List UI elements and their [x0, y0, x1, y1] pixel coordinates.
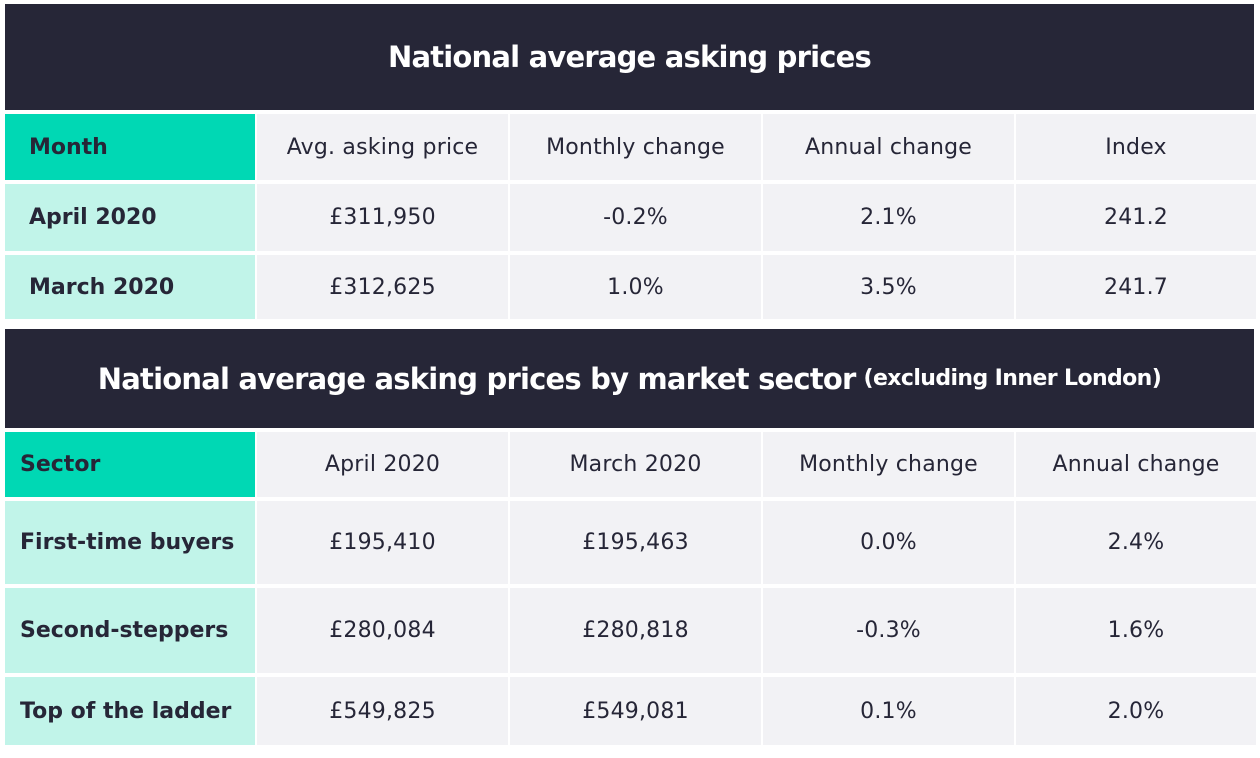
row-april-2020: £549,825	[257, 677, 508, 745]
row-march-2020: £549,081	[510, 677, 761, 745]
national-prices-grid: Month Avg. asking price Monthly change A…	[5, 114, 1256, 319]
row-monthly-change: -0.2%	[510, 184, 761, 251]
header-monthly-change: Monthly change	[763, 432, 1014, 497]
row-avg-asking-price: £312,625	[257, 255, 508, 319]
row-sector-label: Second-steppers	[5, 588, 255, 673]
row-monthly-change: -0.3%	[763, 588, 1014, 673]
market-sector-table: National average asking prices by market…	[5, 329, 1256, 745]
row-april-2020: £195,410	[257, 501, 508, 584]
row-march-2020: £280,818	[510, 588, 761, 673]
row-annual-change: 3.5%	[763, 255, 1014, 319]
row-month-label: April 2020	[5, 184, 255, 251]
row-annual-change: 2.1%	[763, 184, 1014, 251]
row-index: 241.7	[1016, 255, 1256, 319]
row-monthly-change: 1.0%	[510, 255, 761, 319]
row-sector-label: First-time buyers	[5, 501, 255, 584]
market-sector-title: National average asking prices by market…	[97, 361, 857, 396]
row-annual-change: 2.4%	[1016, 501, 1256, 584]
header-annual-change: Annual change	[1016, 432, 1256, 497]
header-annual-change: Annual change	[763, 114, 1014, 180]
market-sector-subtitle: (excluding Inner London)	[863, 366, 1162, 391]
row-month-label: March 2020	[5, 255, 255, 319]
row-april-2020: £280,084	[257, 588, 508, 673]
row-index: 241.2	[1016, 184, 1256, 251]
header-avg-asking-price: Avg. asking price	[257, 114, 508, 180]
national-prices-banner: National average asking prices	[5, 4, 1254, 110]
header-monthly-change: Monthly change	[510, 114, 761, 180]
row-annual-change: 1.6%	[1016, 588, 1256, 673]
row-monthly-change: 0.0%	[763, 501, 1014, 584]
header-month: Month	[5, 114, 255, 180]
row-annual-change: 2.0%	[1016, 677, 1256, 745]
market-sector-banner: National average asking prices by market…	[5, 329, 1254, 428]
national-prices-table: National average asking prices Month Avg…	[5, 4, 1256, 319]
header-march-2020: March 2020	[510, 432, 761, 497]
row-avg-asking-price: £311,950	[257, 184, 508, 251]
row-monthly-change: 0.1%	[763, 677, 1014, 745]
header-april-2020: April 2020	[257, 432, 508, 497]
market-sector-grid: Sector April 2020 March 2020 Monthly cha…	[5, 432, 1256, 745]
header-sector: Sector	[5, 432, 255, 497]
row-sector-label: Top of the ladder	[5, 677, 255, 745]
header-index: Index	[1016, 114, 1256, 180]
row-march-2020: £195,463	[510, 501, 761, 584]
national-prices-title: National average asking prices	[387, 40, 872, 74]
